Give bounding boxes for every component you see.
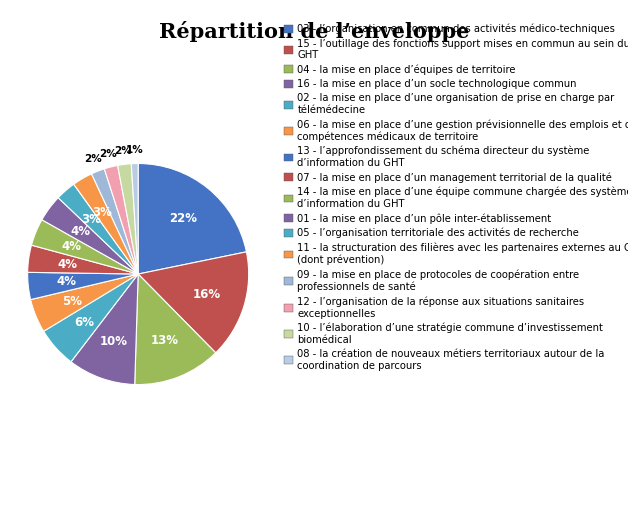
Text: 1%: 1%: [126, 145, 143, 155]
Text: 3%: 3%: [92, 206, 112, 219]
Wedge shape: [43, 274, 138, 362]
Text: 4%: 4%: [57, 275, 77, 288]
Text: 3%: 3%: [81, 213, 101, 226]
Text: 10%: 10%: [100, 335, 128, 348]
Text: 22%: 22%: [170, 212, 198, 225]
Text: Répartition de l’enveloppe: Répartition de l’enveloppe: [159, 21, 469, 42]
Wedge shape: [28, 245, 138, 274]
Wedge shape: [58, 184, 138, 274]
Wedge shape: [31, 220, 138, 274]
Wedge shape: [117, 164, 138, 274]
Wedge shape: [138, 252, 249, 353]
Text: 4%: 4%: [62, 240, 82, 253]
Wedge shape: [138, 163, 246, 274]
Wedge shape: [28, 272, 138, 299]
Text: 2%: 2%: [99, 149, 117, 159]
Wedge shape: [31, 274, 138, 331]
Wedge shape: [42, 198, 138, 274]
Text: 4%: 4%: [70, 225, 90, 238]
Wedge shape: [131, 163, 138, 274]
Wedge shape: [104, 165, 138, 274]
Text: 13%: 13%: [150, 335, 178, 347]
Text: 16%: 16%: [193, 288, 221, 301]
Legend: 03 - l’organisation en commun des activités médico-techniques, 15 - l’outillage : 03 - l’organisation en commun des activi…: [281, 21, 628, 374]
Wedge shape: [92, 169, 138, 274]
Text: 4%: 4%: [57, 258, 77, 270]
Text: 6%: 6%: [75, 316, 95, 328]
Wedge shape: [71, 274, 138, 385]
Text: 2%: 2%: [84, 154, 102, 164]
Wedge shape: [73, 174, 138, 274]
Text: 2%: 2%: [114, 146, 132, 156]
Wedge shape: [135, 274, 215, 385]
Text: 5%: 5%: [62, 295, 82, 308]
